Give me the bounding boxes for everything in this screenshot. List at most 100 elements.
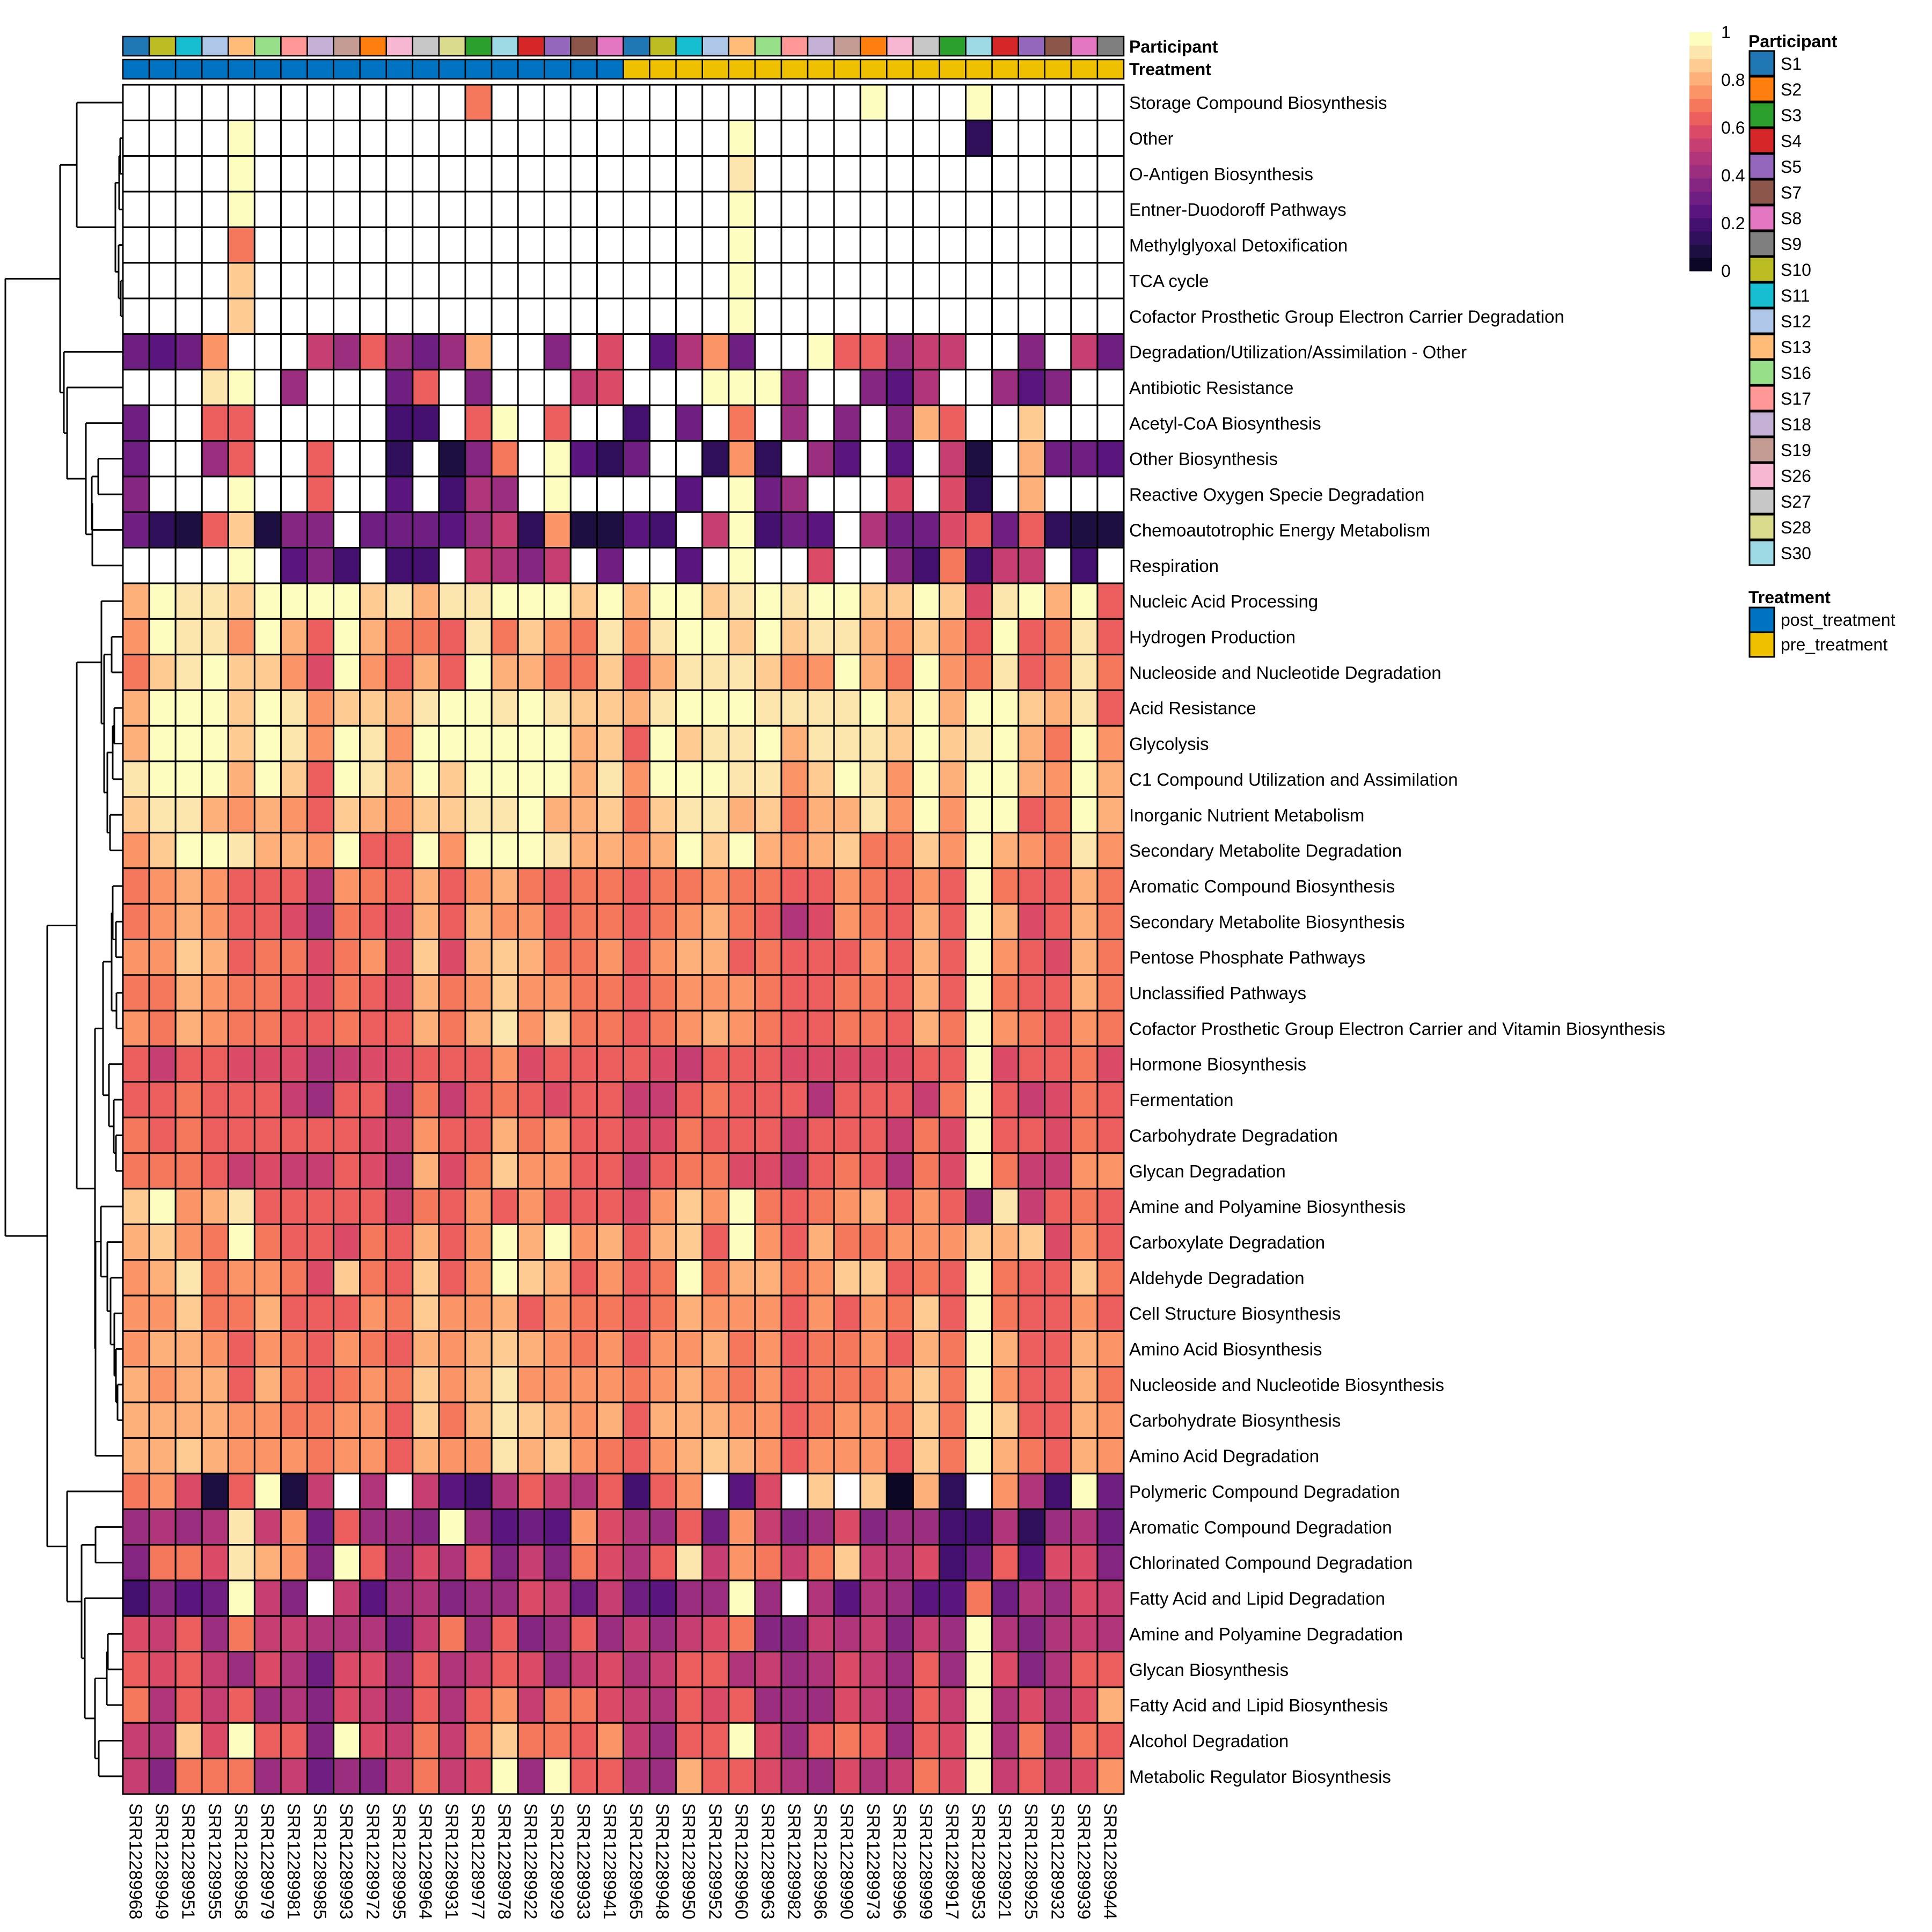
heatmap-cell: [1096, 760, 1125, 798]
heatmap-cell: [543, 191, 572, 228]
heatmap-cell: [728, 1615, 756, 1653]
heatmap-cell: [859, 226, 888, 264]
column-label: SRR12289981: [284, 1803, 304, 1920]
heatmap-cell: [464, 404, 493, 442]
heatmap-cell: [306, 1615, 335, 1653]
heatmap-cell: [464, 760, 493, 798]
heatmap-cell: [280, 1330, 309, 1368]
heatmap-cell: [333, 1579, 361, 1617]
heatmap-cell: [912, 511, 940, 549]
participant-cell: [965, 35, 993, 57]
heatmap-cell: [253, 1544, 282, 1582]
heatmap-cell: [412, 440, 440, 478]
heatmap-cell: [859, 1508, 888, 1546]
heatmap-cell: [780, 1758, 809, 1795]
heatmap-cell: [701, 155, 730, 193]
heatmap-cell: [174, 1437, 203, 1475]
heatmap-cell: [333, 1259, 361, 1297]
heatmap-cell: [701, 547, 730, 584]
heatmap-cell: [649, 84, 677, 121]
row-label: Chlorinated Compound Degradation: [1129, 1553, 1413, 1573]
heatmap-cell: [517, 547, 545, 584]
heatmap-cell: [464, 511, 493, 549]
heatmap-cell: [675, 1544, 704, 1582]
heatmap-cell: [754, 760, 782, 798]
heatmap-cell: [174, 1330, 203, 1368]
heatmap-cell: [1044, 1401, 1072, 1439]
heatmap-cell: [464, 262, 493, 299]
heatmap-cell: [807, 1294, 835, 1332]
heatmap-cell: [728, 440, 756, 478]
heatmap-cell: [543, 1188, 572, 1225]
heatmap-cell: [280, 1188, 309, 1225]
heatmap-cell: [280, 1473, 309, 1510]
heatmap-cell: [885, 297, 914, 335]
heatmap-cell: [491, 1615, 519, 1653]
heatmap-cell: [596, 84, 624, 121]
heatmap-cell: [253, 191, 282, 228]
heatmap-cell: [1096, 1615, 1125, 1653]
heatmap-cell: [833, 618, 861, 656]
participant-legend-label: S10: [1781, 260, 1811, 280]
heatmap-cell: [1018, 440, 1046, 478]
heatmap-cell: [412, 1223, 440, 1261]
heatmap-cell: [464, 1081, 493, 1118]
heatmap-cell: [280, 475, 309, 513]
heatmap-cell: [1044, 404, 1072, 442]
participant-legend-swatch: [1748, 127, 1775, 154]
heatmap-cell: [306, 440, 335, 478]
heatmap-cell: [491, 689, 519, 727]
heatmap-cell: [649, 867, 677, 905]
heatmap-cell: [807, 84, 835, 121]
heatmap-cell: [912, 119, 940, 157]
heatmap-cell: [174, 191, 203, 228]
heatmap-cell: [517, 226, 545, 264]
heatmap-cell: [780, 1651, 809, 1688]
heatmap-cell: [965, 547, 993, 584]
heatmap-cell: [728, 1045, 756, 1083]
heatmap-cell: [543, 939, 572, 976]
heatmap-cell: [859, 1651, 888, 1688]
heatmap-cell: [174, 155, 203, 193]
heatmap-cell: [122, 262, 150, 299]
participant-cell: [306, 35, 334, 57]
participant-legend-label: S8: [1781, 209, 1802, 228]
heatmap-cell: [464, 1579, 493, 1617]
heatmap-cell: [359, 1116, 387, 1154]
heatmap-cell: [491, 1651, 519, 1688]
heatmap-cell: [1044, 369, 1072, 406]
heatmap-cell: [359, 724, 387, 763]
heatmap-cell: [1070, 1188, 1099, 1225]
column-label: SRR12289949: [152, 1803, 172, 1920]
heatmap-cell: [412, 796, 440, 833]
heatmap-cell: [1070, 1473, 1099, 1510]
heatmap-cell: [359, 1259, 387, 1297]
heatmap-cell: [333, 369, 361, 406]
heatmap-cell: [1018, 1045, 1046, 1083]
heatmap-cell: [148, 1081, 177, 1118]
heatmap-cell: [859, 1081, 888, 1118]
heatmap-cell: [1096, 262, 1125, 299]
heatmap-cell: [991, 939, 1020, 976]
heatmap-cell: [885, 903, 914, 941]
heatmap-cell: [280, 582, 309, 620]
participant-legend-label: S19: [1781, 441, 1811, 460]
heatmap-cell: [1070, 119, 1099, 157]
heatmap-cell: [280, 1294, 309, 1332]
heatmap-cell: [412, 1294, 440, 1332]
heatmap-cell: [912, 1152, 940, 1190]
heatmap-cell: [412, 1722, 440, 1760]
heatmap-cell: [543, 654, 572, 691]
heatmap-cell: [912, 689, 940, 727]
heatmap-cell: [649, 1152, 677, 1190]
heatmap-cell: [754, 333, 782, 371]
heatmap-cell: [464, 155, 493, 193]
heatmap-cell: [174, 1686, 203, 1724]
colorbar-step: [1689, 45, 1712, 59]
colorbar-step: [1689, 72, 1712, 86]
heatmap-cell: [517, 404, 545, 442]
heatmap-cell: [728, 974, 756, 1012]
heatmap-cell: [675, 1294, 704, 1332]
treatment-legend-swatch: [1748, 631, 1775, 658]
heatmap-cell: [148, 1009, 177, 1048]
